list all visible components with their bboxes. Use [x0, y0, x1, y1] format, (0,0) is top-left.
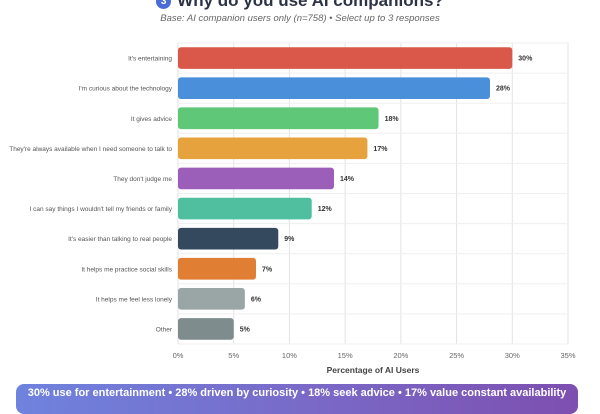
x-tick-label: 10%: [282, 351, 297, 360]
bar: [178, 77, 490, 99]
category-label: It's entertaining: [128, 56, 172, 63]
value-label: 5%: [240, 326, 251, 333]
bar: [178, 47, 513, 69]
x-tick-label: 25%: [449, 351, 464, 360]
value-label: 14%: [340, 176, 355, 183]
x-tick-label: 20%: [393, 351, 408, 360]
question-number-badge: 3: [156, 0, 172, 9]
x-tick-label: 0%: [173, 351, 184, 360]
category-label: I can say things I wouldn't tell my frie…: [30, 206, 173, 213]
value-label: 28%: [496, 86, 511, 93]
chart-subtitle: Base: AI companion users only (n=758) • …: [160, 13, 440, 24]
bar: [178, 137, 368, 160]
bar: [178, 227, 279, 250]
category-label: It's easier than talking to real people: [68, 236, 172, 243]
x-tick-label: 30%: [505, 351, 520, 360]
value-label: 9%: [284, 236, 295, 243]
category-label: Other: [156, 326, 173, 333]
chart-title: Why do you use AI companions?: [177, 0, 444, 10]
value-label: 12%: [318, 206, 333, 213]
summary-text: 30% use for entertainment • 28% driven b…: [27, 387, 567, 399]
chart-title-row: 3 Why do you use AI companions?: [0, 0, 600, 11]
x-tick-label: 5%: [228, 351, 239, 360]
summary-banner: 30% use for entertainment • 28% driven b…: [16, 384, 578, 414]
value-label: 17%: [373, 146, 388, 153]
value-label: 18%: [385, 116, 400, 123]
value-label: 6%: [251, 296, 262, 303]
bar: [178, 197, 312, 220]
x-tick-label: 15%: [338, 351, 353, 360]
x-axis-label: Percentage of AI Users: [327, 365, 420, 375]
bar: [178, 288, 245, 310]
category-label: I'm curious about the technology: [79, 86, 173, 93]
x-tick-label: 35%: [560, 351, 575, 360]
category-label: It helps me practice social skills: [81, 266, 172, 273]
bar: [178, 107, 379, 130]
bar: [178, 167, 334, 190]
category-label: They don't judge me: [113, 176, 172, 183]
category-label: It gives advice: [131, 116, 173, 123]
bar: [178, 257, 256, 280]
value-label: 7%: [262, 266, 273, 273]
category-label: It helps me feel less lonely: [96, 296, 173, 303]
bar: [178, 318, 234, 340]
category-label: They're always available when I need som…: [9, 146, 172, 153]
value-label: 30%: [518, 56, 533, 63]
bar-chart: 0% 5% 10% 15% 20% 25% 30% 35% It's entertaining 3…: [9, 42, 576, 375]
